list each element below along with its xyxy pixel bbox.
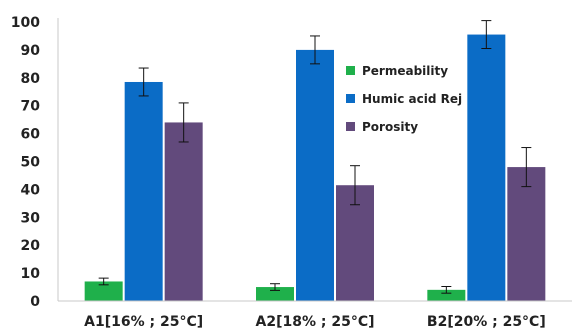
- bar-permeability: [256, 287, 294, 301]
- error-bar: [310, 35, 320, 65]
- y-tick-label: 80: [21, 71, 41, 87]
- y-tick-label: 0: [30, 294, 40, 310]
- bar-humic-acid-rej: [296, 49, 334, 302]
- error-bar: [178, 102, 189, 143]
- legend-label: Humic acid Rej: [362, 92, 462, 106]
- y-tick-label: 50: [21, 155, 41, 171]
- bar-humic-acid-rej: [467, 34, 506, 302]
- y-tick-label: 70: [21, 99, 41, 115]
- legend-label: Porosity: [362, 120, 418, 134]
- y-tick-label: 90: [21, 43, 41, 59]
- bar-porosity: [164, 122, 203, 301]
- legend-swatch: [346, 94, 355, 103]
- bar-porosity: [507, 167, 546, 301]
- x-category-label: B2[20% ; 25°C]: [427, 314, 546, 330]
- error-bars: [98, 20, 532, 294]
- legend-swatch: [346, 122, 355, 131]
- y-tick-label: 10: [21, 266, 41, 282]
- y-tick-label: 100: [11, 15, 40, 31]
- y-tick-label: 60: [21, 127, 41, 143]
- error-bar: [138, 67, 149, 97]
- error-bar: [521, 147, 532, 188]
- y-tick-label: 20: [21, 238, 41, 254]
- bar-permeability: [84, 281, 123, 301]
- bars: [84, 34, 546, 302]
- y-axis-ticks: 0 10 20 30 40 50 60 70 80 90 100: [11, 15, 40, 310]
- y-tick-label: 30: [21, 210, 41, 226]
- legend-label: Permeability: [362, 64, 448, 78]
- error-bar: [98, 277, 109, 286]
- legend: Permeability Humic acid Rej Porosity: [346, 64, 462, 134]
- x-axis-labels: A1[16% ; 25°C] A2[18% ; 25°C] B2[20% ; 25°…: [84, 314, 546, 330]
- bar-humic-acid-rej: [124, 81, 163, 301]
- x-category-label: A2[18% ; 25°C]: [256, 314, 375, 330]
- x-category-label: A1[16% ; 25°C]: [84, 314, 203, 330]
- y-tick-label: 40: [21, 182, 41, 198]
- error-bar: [481, 20, 492, 50]
- error-bar: [270, 283, 280, 291]
- error-bar: [350, 165, 360, 206]
- error-bar: [441, 285, 452, 294]
- bar-permeability: [427, 289, 466, 301]
- legend-swatch: [346, 66, 355, 75]
